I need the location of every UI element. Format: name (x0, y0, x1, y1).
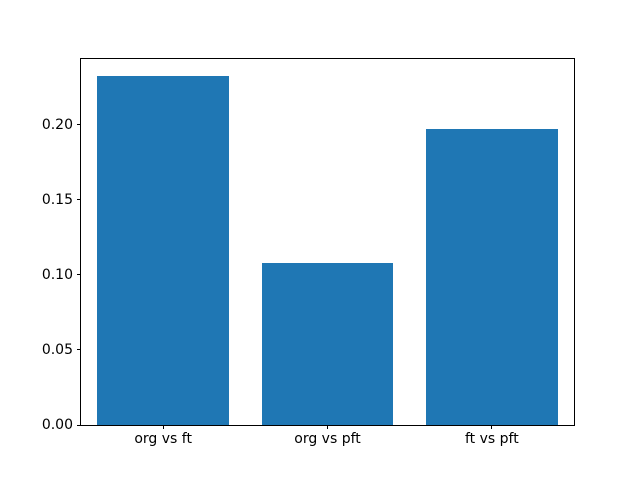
y-tick-mark (77, 349, 81, 351)
y-tick-mark (77, 124, 81, 126)
x-tick-label-org-vs-pft: org vs pft (294, 431, 361, 447)
x-tick-mark (327, 425, 328, 429)
y-tick-mark (77, 274, 81, 276)
x-tick-mark (162, 425, 164, 429)
y-tick-mark (77, 424, 81, 426)
y-tick-label: 0.05 (41, 341, 73, 358)
y-tick-label: 0.15 (41, 191, 73, 208)
y-tick-label: 0.00 (41, 417, 73, 433)
y-tick-label: 0.20 (41, 116, 73, 133)
bar-org-vs-pft (261, 262, 394, 425)
bar-ft-vs-pft (426, 129, 558, 425)
x-tick-label-ft-vs-pft: ft vs pft (464, 431, 519, 447)
y-tick-mark (77, 199, 81, 201)
y-tick-label: 0.10 (41, 266, 73, 283)
x-tick-mark (491, 425, 493, 429)
x-tick-label-org-vs-ft: org vs ft (134, 431, 192, 447)
bar-org-vs-ft (97, 76, 229, 425)
plot-area: 0.00 0.05 0.10 0.15 0.20 org vs ft org vs pft f… (42, 58, 575, 446)
